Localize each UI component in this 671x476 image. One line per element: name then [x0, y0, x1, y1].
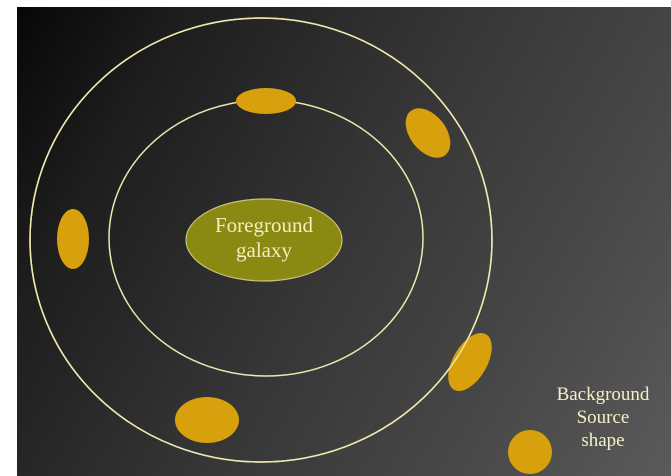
- foreground-galaxy-label: Foreground galaxy: [188, 213, 340, 263]
- lensed-image-left: [57, 209, 89, 269]
- background-source-label-line2: Source: [576, 406, 630, 428]
- slide-background: [17, 7, 671, 476]
- foreground-galaxy-label-line1: Foreground: [215, 213, 313, 237]
- outer-ring-overlay: [29, 17, 493, 463]
- lensed-image-upper-right: [405, 108, 451, 158]
- background-source: [508, 430, 552, 474]
- background-source-label-line1: Background: [556, 384, 650, 405]
- background-source-label-line3: shape: [581, 429, 625, 451]
- foreground-galaxy: [185, 198, 343, 282]
- lensed-image-lower-right: [448, 333, 492, 391]
- foreground-galaxy-label-line2: galaxy: [236, 238, 292, 263]
- lensed-image-bottom: [175, 397, 239, 443]
- background-source-label: Background Source shape: [538, 384, 668, 452]
- lensed-image-top: [236, 88, 296, 114]
